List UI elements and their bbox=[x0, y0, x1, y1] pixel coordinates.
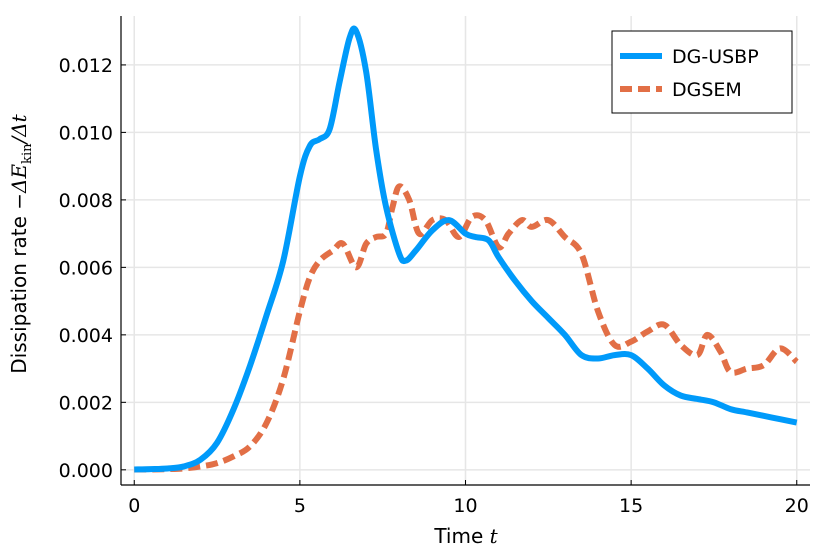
y-axis-label-text: Dissipation rate bbox=[7, 216, 31, 374]
tick-labels: 0 5 10 15 20 0.000 0.002 0.004 0.006 0.008 0.010 0.… bbox=[59, 55, 809, 517]
axes-frame bbox=[120, 16, 810, 486]
x-tick-label-4: 20 bbox=[785, 495, 809, 517]
y-tick-label-5: 0.010 bbox=[59, 122, 113, 144]
y-axis-label-tail: /Δt bbox=[7, 113, 31, 145]
x-axis-label-text: Time bbox=[433, 524, 483, 548]
y-tick-label-1: 0.002 bbox=[59, 392, 113, 414]
legend-label-dgsem: DGSEM bbox=[672, 79, 742, 101]
x-tick-label-2: 10 bbox=[453, 495, 477, 517]
y-axis-label: Dissipation rate −ΔEkin/Δt bbox=[7, 113, 35, 373]
series-line-dg-usbp bbox=[134, 25, 798, 473]
x-tick-label-0: 0 bbox=[128, 495, 140, 517]
y-tick-label-2: 0.004 bbox=[59, 325, 113, 347]
y-axis-label-sub: kin bbox=[20, 143, 35, 164]
x-axis-label-var: t bbox=[490, 524, 499, 548]
legend: DG-USBP DGSEM bbox=[611, 30, 793, 114]
grid bbox=[121, 16, 810, 485]
y-tick-label-3: 0.006 bbox=[59, 257, 113, 279]
legend-label-dg-usbp: DG-USBP bbox=[672, 46, 759, 68]
y-axis-label-math: −ΔE bbox=[7, 164, 31, 210]
y-tick-label-0: 0.000 bbox=[59, 460, 113, 482]
series-layer bbox=[134, 25, 799, 473]
x-tick-label-3: 15 bbox=[619, 495, 643, 517]
x-axis-label: Time t bbox=[433, 524, 498, 548]
y-tick-label-4: 0.008 bbox=[59, 190, 113, 212]
legend-box bbox=[611, 30, 793, 114]
y-tick-label-6: 0.012 bbox=[59, 55, 113, 77]
x-tick-label-1: 5 bbox=[294, 495, 306, 517]
